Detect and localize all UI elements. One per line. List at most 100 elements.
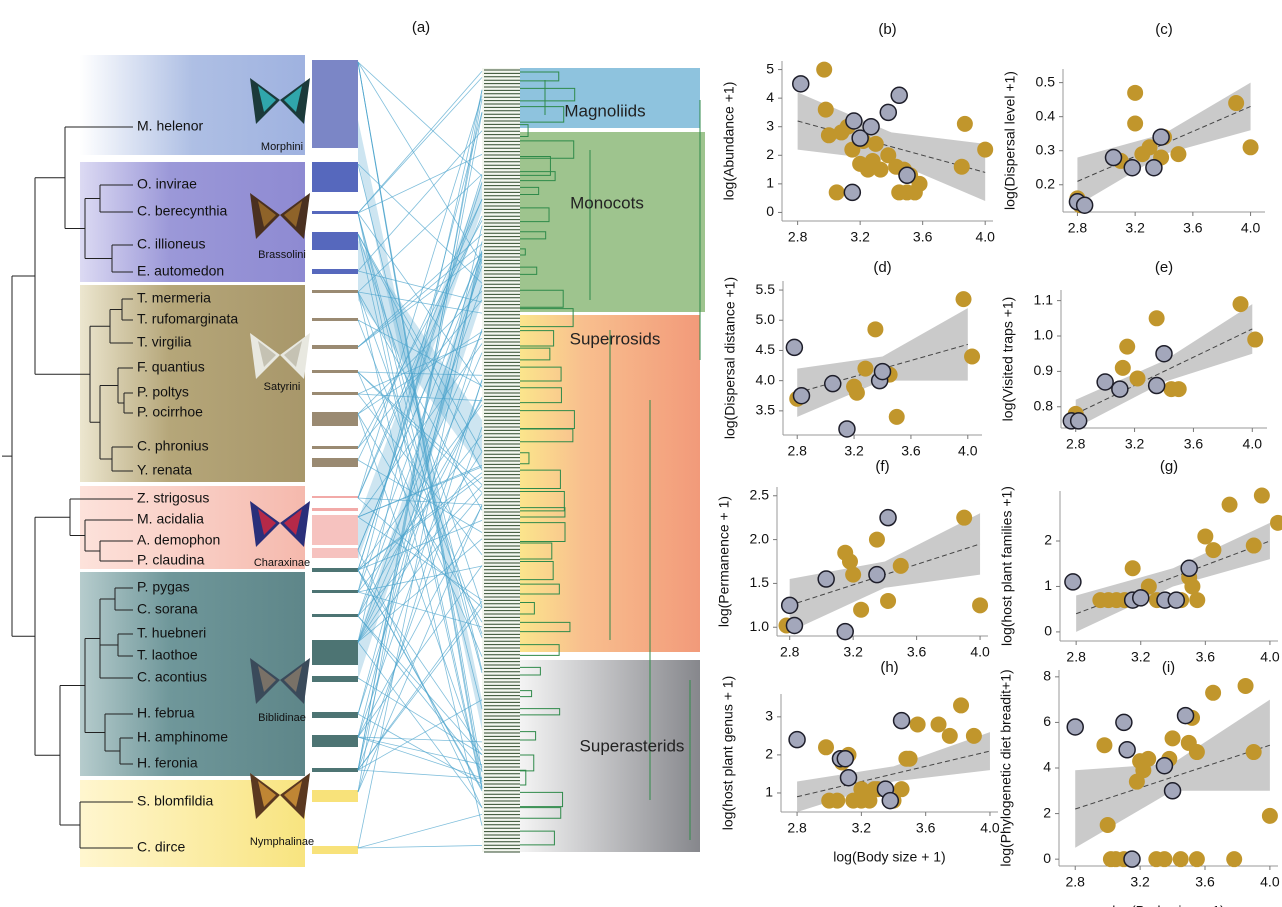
y-tick-label: 5.5 xyxy=(756,281,776,297)
point xyxy=(953,158,970,175)
point xyxy=(1205,684,1222,701)
x-tick-label: 3.2 xyxy=(850,229,870,245)
tribe-label: Morphini xyxy=(261,141,303,153)
point xyxy=(836,749,855,768)
point xyxy=(956,115,973,132)
host-bar xyxy=(312,211,358,214)
plant-branch xyxy=(520,708,561,716)
plant-branch xyxy=(520,522,566,542)
y-tick-label: 2 xyxy=(766,146,774,162)
plant-branch xyxy=(520,469,561,490)
point xyxy=(1131,589,1150,607)
point xyxy=(785,616,804,635)
host-bar xyxy=(312,412,358,426)
point xyxy=(836,622,854,641)
species-label: C. phronius xyxy=(137,438,209,454)
wing-mark xyxy=(258,86,276,112)
x-tick-label: 3.2 xyxy=(1125,436,1145,452)
point xyxy=(1170,381,1187,398)
point xyxy=(1245,537,1262,554)
x-tick-label: 4.0 xyxy=(958,443,978,459)
link-line xyxy=(357,713,483,785)
point xyxy=(953,697,970,714)
point xyxy=(873,362,892,381)
point xyxy=(816,61,833,78)
point xyxy=(817,101,834,118)
link-line xyxy=(357,451,483,643)
link-line xyxy=(357,90,483,643)
host-bar xyxy=(312,790,358,802)
y-tick-label: 1.5 xyxy=(750,574,770,590)
plant-branch xyxy=(520,308,574,328)
link-line xyxy=(357,371,483,485)
link-line xyxy=(357,220,483,449)
link-line xyxy=(357,606,483,771)
plant-branch xyxy=(520,542,553,560)
species-label: T. huebneri xyxy=(137,625,206,641)
link-line xyxy=(357,250,483,551)
clade-label: Monocots xyxy=(570,193,644,212)
scatter-panel: (i) log(Phylogenetic diet breadit+1) log(B… xyxy=(998,659,1280,907)
point xyxy=(845,112,863,130)
point xyxy=(785,338,804,357)
point xyxy=(890,86,908,105)
link-line xyxy=(357,393,483,402)
point xyxy=(851,129,869,147)
link-line xyxy=(357,379,483,793)
species-label: H. amphinome xyxy=(137,729,228,745)
y-axis-label: log(Visited traps +1) xyxy=(1000,297,1016,422)
link-line xyxy=(357,61,483,177)
scatter-panel: (c) log(Dispersal level +1) 2.8 3.2 3.6 4.0 0.… xyxy=(1002,21,1265,236)
host-bar xyxy=(312,712,358,718)
x-tick-label: 2.8 xyxy=(1066,649,1086,665)
point xyxy=(930,716,947,733)
host-bar xyxy=(312,162,358,192)
point xyxy=(1127,115,1144,132)
species-label: C. berecynthia xyxy=(137,203,227,219)
butterfly-icon xyxy=(250,193,310,239)
wing-mark xyxy=(284,781,302,807)
panel-title: (b) xyxy=(878,21,896,38)
wing-mark xyxy=(258,509,276,535)
x-tick-label: 3.2 xyxy=(852,820,872,836)
plant-branch xyxy=(520,87,576,102)
link-line xyxy=(357,319,483,638)
y-tick-label: 2 xyxy=(765,746,773,762)
panel-title: (g) xyxy=(1160,458,1178,475)
plant-branch xyxy=(520,621,571,633)
point xyxy=(853,781,870,798)
plant-branch xyxy=(520,830,555,846)
link-line xyxy=(357,434,483,593)
point xyxy=(898,166,916,185)
link-line xyxy=(357,426,483,771)
link-line xyxy=(357,677,483,755)
host-bar xyxy=(312,548,358,558)
link-line xyxy=(357,77,483,214)
x-tick-label: 4.0 xyxy=(1260,874,1280,890)
x-tick-label: 3.6 xyxy=(1195,874,1215,890)
link-line xyxy=(357,371,483,493)
host-bar xyxy=(312,515,358,545)
wing-mark xyxy=(284,666,302,692)
link-line xyxy=(357,343,483,518)
point xyxy=(1188,851,1205,868)
plant-branch xyxy=(520,731,537,741)
link-line xyxy=(357,538,483,643)
plant-branch xyxy=(520,491,565,512)
plant-branch xyxy=(520,428,574,443)
link-line xyxy=(357,549,483,808)
confidence-band xyxy=(1076,522,1270,632)
link-line xyxy=(357,212,483,787)
point xyxy=(1099,816,1116,833)
point xyxy=(888,408,905,425)
point xyxy=(1156,851,1173,868)
link-line xyxy=(357,199,483,461)
point xyxy=(1197,528,1214,545)
point xyxy=(1124,560,1141,577)
species-label: Y. renata xyxy=(137,462,192,478)
plant-branch xyxy=(520,791,564,808)
host-bar xyxy=(312,614,358,617)
plant-branch xyxy=(520,266,538,275)
x-tick-label: 2.8 xyxy=(788,229,808,245)
